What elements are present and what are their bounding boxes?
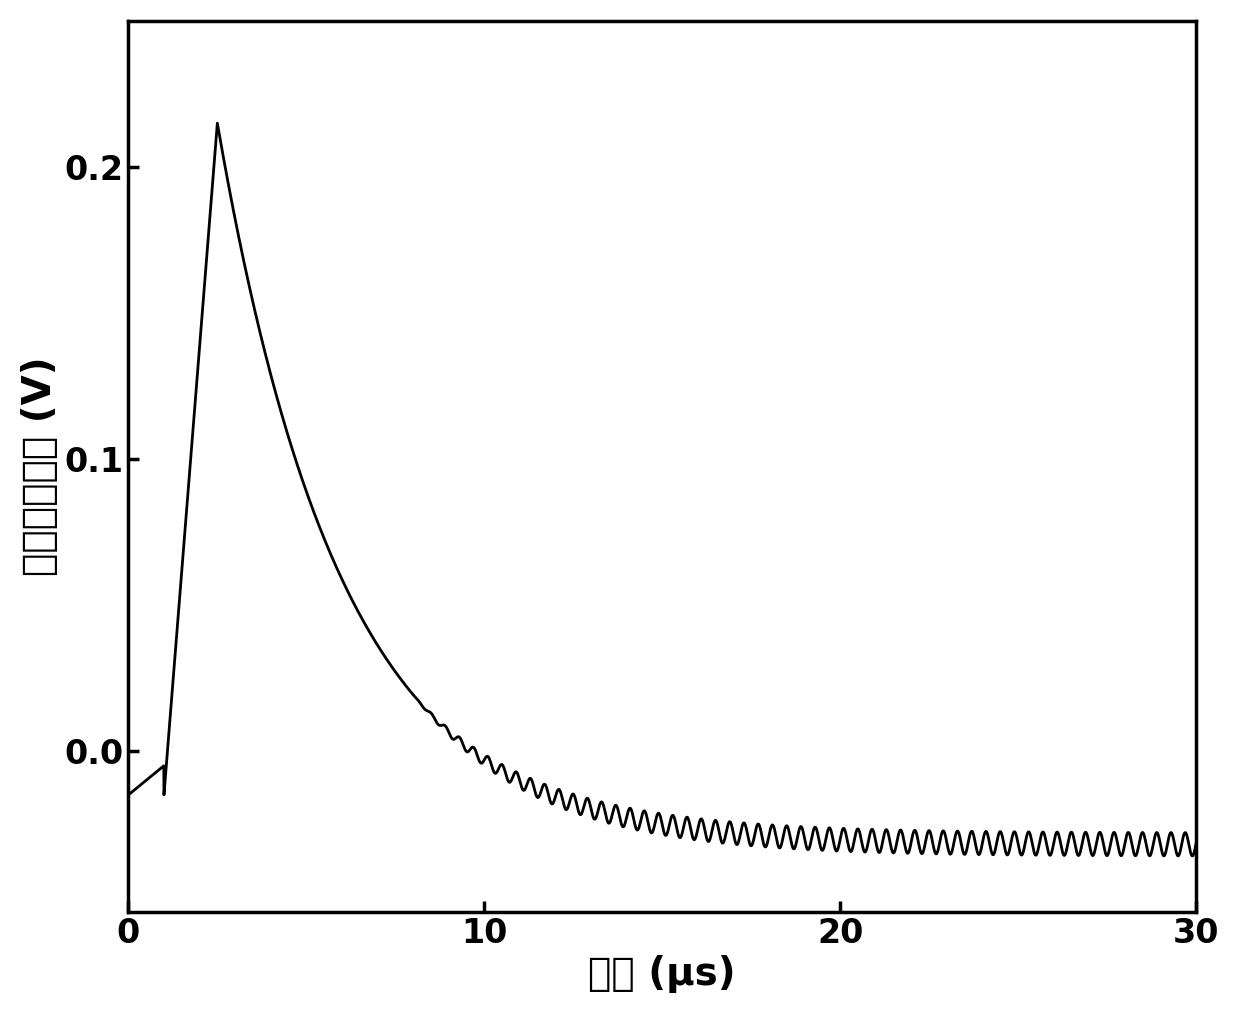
Y-axis label: 纵向光伏特值 (V): 纵向光伏特值 (V) — [21, 357, 58, 576]
X-axis label: 时间 (μs): 时间 (μs) — [588, 955, 737, 993]
